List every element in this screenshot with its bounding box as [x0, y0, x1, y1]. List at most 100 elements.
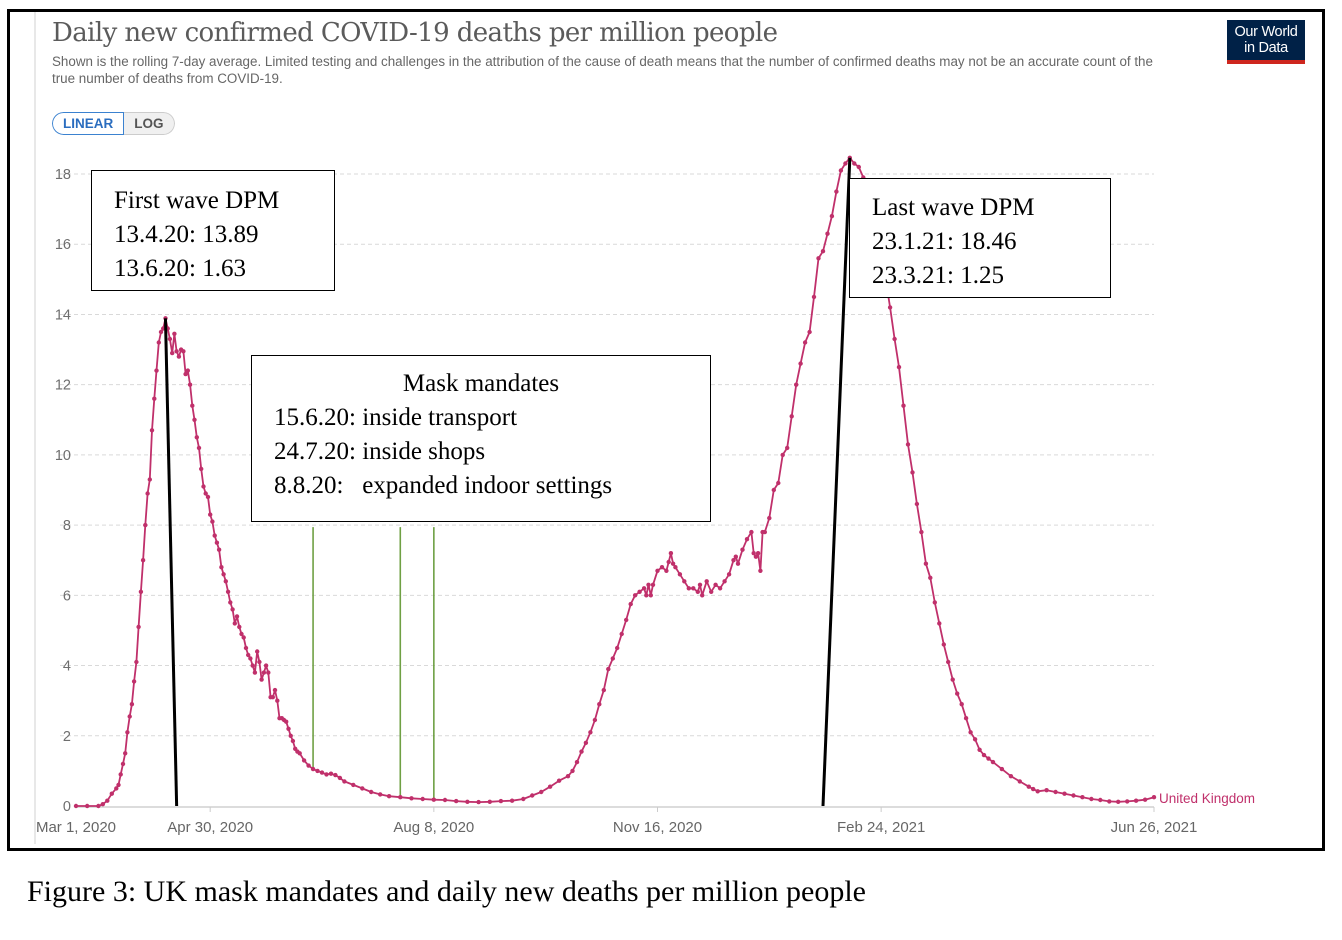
data-point — [1107, 799, 1112, 804]
data-point — [905, 442, 911, 447]
data-point — [351, 782, 356, 788]
data-point — [290, 738, 296, 744]
data-point — [315, 768, 320, 774]
data-point — [664, 568, 669, 573]
data-point — [999, 766, 1005, 772]
left-divider — [34, 12, 36, 844]
data-point — [176, 354, 182, 359]
data-point — [628, 601, 633, 607]
data-point — [825, 231, 830, 236]
data-point — [606, 666, 611, 672]
data-point — [203, 491, 208, 496]
data-point — [856, 164, 861, 170]
data-point — [465, 799, 470, 804]
data-point — [677, 572, 683, 577]
linear-scale-button[interactable]: LINEAR — [52, 112, 125, 135]
data-point — [342, 779, 347, 784]
y-tick-labels: 0 2 4 6 8 10 12 14 16 18 — [55, 167, 71, 815]
data-point — [704, 579, 709, 584]
data-point — [199, 466, 204, 472]
data-point — [648, 593, 653, 598]
data-point — [127, 714, 132, 719]
data-point — [454, 798, 459, 804]
data-point — [328, 771, 334, 776]
chart-subtitle: Shown is the rolling 7-day average. Limi… — [52, 54, 1153, 86]
data-point — [597, 702, 602, 707]
data-point — [700, 593, 705, 598]
data-point — [259, 677, 264, 682]
first-wave-peak: 13.4.20: 13.89 — [114, 221, 259, 248]
data-point — [360, 786, 365, 791]
data-point — [225, 589, 231, 594]
data-point — [232, 621, 237, 626]
data-point — [1142, 797, 1148, 802]
data-point — [1089, 796, 1094, 802]
data-point — [762, 529, 767, 535]
x-axis: Mar 1, 2020 Apr 30, 2020 Aug 8, 2020 Nov 16… — [36, 806, 1197, 836]
data-point — [780, 452, 785, 458]
data-point — [96, 803, 101, 809]
data-point — [129, 702, 135, 707]
data-point — [125, 730, 130, 735]
data-point — [892, 336, 897, 342]
data-point — [476, 799, 481, 805]
data-point — [140, 558, 146, 563]
data-point — [666, 559, 671, 565]
data-point — [753, 554, 759, 559]
data-point — [650, 582, 656, 587]
data-point — [1008, 774, 1014, 779]
x-tick-label: Apr 30, 2020 — [167, 819, 253, 836]
mask-mandates-annotation: Mask mandates 15.6.20: inside transport … — [251, 355, 711, 522]
data-point — [208, 512, 213, 517]
data-point — [668, 551, 674, 556]
data-point — [1044, 788, 1049, 793]
data-point — [73, 803, 79, 809]
y-tick-label: 2 — [63, 729, 71, 745]
data-point — [547, 784, 553, 789]
data-point — [216, 547, 222, 552]
data-point — [509, 798, 515, 803]
data-point — [641, 586, 647, 591]
data-point — [901, 403, 906, 408]
data-point — [319, 770, 325, 775]
data-point — [798, 361, 803, 366]
data-point — [310, 766, 316, 772]
data-point — [118, 772, 123, 777]
data-point — [932, 600, 937, 605]
data-point — [306, 763, 311, 768]
data-point — [123, 751, 128, 756]
owid-logo[interactable]: Our World in Data — [1227, 20, 1305, 64]
data-point — [539, 789, 544, 795]
log-scale-button[interactable]: LOG — [124, 112, 175, 135]
data-point — [896, 364, 902, 370]
data-point — [266, 670, 271, 675]
data-point — [610, 656, 615, 661]
data-point — [275, 698, 280, 703]
data-point — [530, 793, 535, 798]
data-point — [789, 414, 794, 419]
data-point — [134, 659, 139, 665]
y-tick-label: 16 — [55, 237, 71, 253]
data-point — [105, 798, 110, 803]
data-point — [673, 565, 678, 570]
data-point — [297, 751, 302, 756]
data-point — [937, 621, 942, 626]
data-point — [914, 501, 920, 507]
data-point — [100, 802, 106, 807]
data-point — [288, 733, 293, 738]
data-point — [420, 796, 425, 802]
data-point — [212, 533, 217, 538]
data-point — [1035, 789, 1040, 794]
y-tick-label: 18 — [55, 167, 71, 183]
series-label[interactable]: United Kingdom — [1159, 791, 1255, 806]
data-point — [234, 614, 240, 619]
x-tick-label: Mar 1, 2020 — [36, 819, 116, 836]
data-point — [843, 161, 848, 166]
data-point — [85, 803, 90, 809]
data-point — [174, 349, 179, 354]
data-point — [246, 652, 251, 658]
data-point — [751, 551, 756, 556]
series-line — [76, 156, 1155, 807]
data-point — [682, 579, 687, 584]
data-point — [183, 371, 188, 377]
